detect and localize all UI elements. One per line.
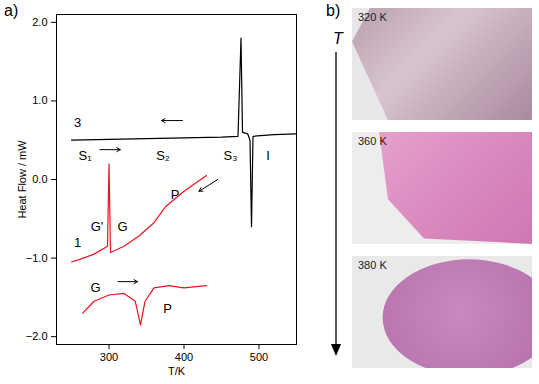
svg-text:0.0: 0.0 bbox=[32, 173, 47, 185]
svg-text:500: 500 bbox=[250, 351, 268, 363]
svg-text:G: G bbox=[117, 219, 127, 234]
svg-text:Heat Flow / mW: Heat Flow / mW bbox=[16, 140, 28, 219]
svg-text:3: 3 bbox=[74, 115, 81, 130]
html-text:b): b) bbox=[326, 2, 341, 19]
html-text:360 K: 360 K bbox=[358, 135, 387, 147]
svg-text:−1.0: −1.0 bbox=[26, 252, 48, 264]
html-text:380 K: 380 K bbox=[358, 259, 387, 271]
html-text:320 K: 320 K bbox=[358, 11, 387, 23]
svg-text:I: I bbox=[266, 148, 270, 163]
svg-text:P: P bbox=[163, 301, 172, 316]
svg-text:1: 1 bbox=[74, 235, 81, 250]
svg-text:G: G bbox=[90, 280, 100, 295]
svg-text:T/K: T/K bbox=[168, 365, 186, 377]
svg-text:S₃: S₃ bbox=[224, 148, 238, 163]
svg-text:300: 300 bbox=[100, 351, 118, 363]
html-text:T: T bbox=[333, 30, 343, 47]
svg-text:G': G' bbox=[91, 219, 104, 234]
svg-text:2.0: 2.0 bbox=[32, 16, 47, 28]
svg-text:S₂: S₂ bbox=[156, 148, 170, 163]
svg-text:P: P bbox=[171, 187, 180, 202]
svg-text:S₁: S₁ bbox=[78, 148, 92, 163]
svg-text:400: 400 bbox=[175, 351, 193, 363]
html-text:a): a) bbox=[4, 2, 19, 19]
svg-text:−2.0: −2.0 bbox=[26, 330, 48, 342]
svg-text:1.0: 1.0 bbox=[32, 94, 47, 106]
